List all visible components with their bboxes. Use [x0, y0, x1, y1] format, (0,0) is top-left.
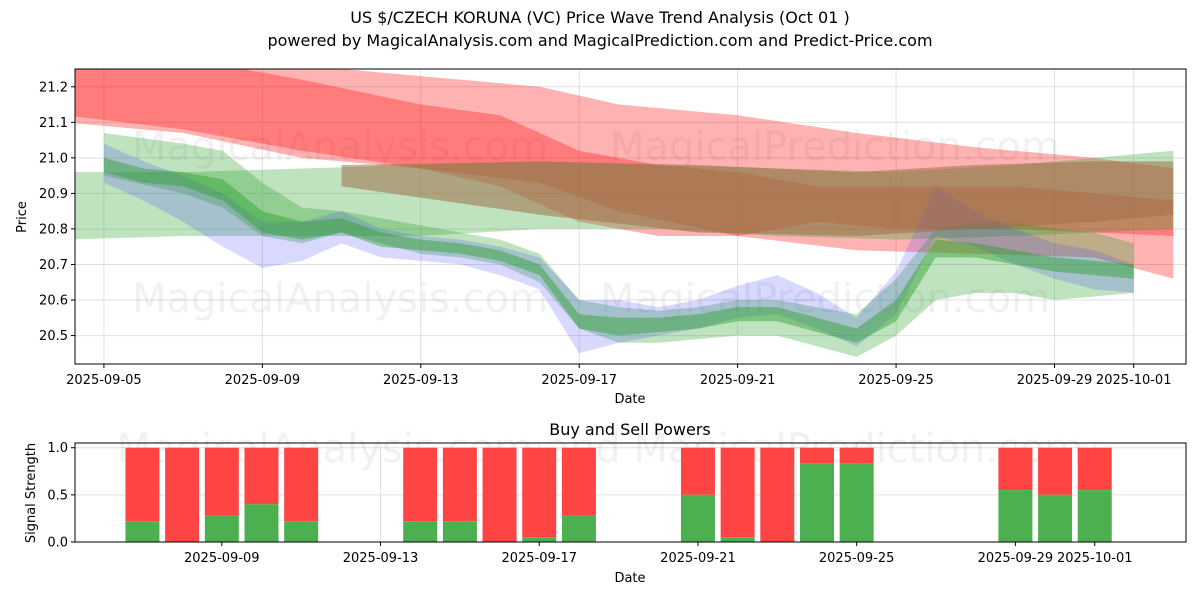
buy-bar [998, 490, 1033, 542]
price-xtick-label: 2025-09-17 [541, 373, 617, 388]
price-band-blue-band [103, 143, 1134, 354]
buy-bar [839, 463, 874, 542]
price-ytick-label: 21.2 [39, 80, 68, 95]
sell-bar [998, 447, 1033, 491]
sell-bar [165, 447, 200, 542]
sell-bar [522, 447, 557, 538]
signal-ylabel: Signal Strength [24, 443, 39, 543]
price-xtick-label: 2025-09-05 [66, 373, 142, 388]
sell-bar [1038, 447, 1073, 495]
sell-bar [561, 447, 596, 516]
price-watermarks: MagicalAnalysis.com MagicalPrediction.co… [132, 124, 1060, 322]
price-ytick-label: 21.1 [39, 116, 68, 131]
signal-ytick-label: 0.5 [47, 488, 68, 503]
price-ytick-label: 20.6 [39, 294, 68, 309]
sell-bar [125, 447, 160, 522]
price-ytick-label: 20.9 [39, 187, 68, 202]
signal-xlabel: Date [614, 571, 645, 586]
price-xtick-label: 2025-09-13 [383, 373, 459, 388]
price-ytick-label: 20.8 [39, 222, 68, 237]
price-band-green-band-main [103, 133, 1134, 357]
watermark-bottom-right: MagicalPrediction.com [600, 276, 1050, 322]
signal-bars [125, 447, 1112, 542]
price-plot-frame [74, 68, 1187, 365]
price-bands [75, 69, 1174, 357]
price-band-green-line-core [103, 157, 1134, 343]
buy-bar [442, 521, 477, 542]
buy-bar [1077, 490, 1112, 542]
buy-bar [799, 463, 834, 542]
price-xlabel: Date [614, 392, 645, 407]
buy-bar [1038, 494, 1073, 542]
buy-bar [204, 515, 239, 542]
signal-xtick-label: 2025-09-21 [660, 551, 736, 566]
sell-bar [799, 447, 834, 464]
buy-bar [284, 521, 319, 542]
chart-subtitle: powered by MagicalAnalysis.com and Magic… [267, 31, 933, 50]
price-xtick-label: 2025-09-09 [225, 373, 301, 388]
buy-bar [403, 521, 438, 542]
sell-bar [204, 447, 239, 516]
buy-bar [561, 515, 596, 542]
price-ylabel: Price [15, 201, 30, 233]
buy-bar [522, 537, 557, 542]
price-grid [75, 69, 1186, 364]
watermark-top-left: MagicalAnalysis.com [132, 124, 548, 170]
signal-xtick-label: 2025-09-09 [184, 551, 260, 566]
signal-ytick-label: 1.0 [47, 441, 68, 456]
signal-xtick-label: 2025-09-17 [501, 551, 577, 566]
price-axes: 20.5 20.6 20.7 20.8 20.9 21.0 21.1 21.2 2025-09-… [39, 80, 1171, 388]
signal-xtick-label: 2025-09-25 [819, 551, 895, 566]
signal-axes: 0.0 0.5 1.0 2025-09-09 2025-09-13 2025-09-17 2… [47, 441, 1132, 566]
price-xtick-label: 2025-09-29 [1017, 373, 1093, 388]
price-ytick-label: 20.7 [39, 258, 68, 273]
sell-bar [1077, 447, 1112, 491]
price-xtick-label: 2025-09-21 [700, 373, 776, 388]
watermark-top-right: MagicalPrediction.com [610, 124, 1060, 170]
signal-plot-frame [74, 442, 1187, 543]
sell-bar [680, 447, 715, 495]
signal-chart-title: Buy and Sell Powers [549, 420, 711, 439]
price-xtick-label: 2025-10-01 [1096, 373, 1172, 388]
sell-bar [482, 447, 517, 542]
buy-bar [244, 504, 279, 542]
sell-bar [244, 447, 279, 505]
sell-bar [760, 447, 795, 542]
signal-xtick-label: 2025-10-01 [1057, 551, 1133, 566]
sell-bar [442, 447, 477, 522]
sell-bar [720, 447, 755, 538]
price-ytick-label: 21.0 [39, 151, 68, 166]
signal-xtick-label: 2025-09-13 [343, 551, 419, 566]
signal-xtick-label: 2025-09-29 [978, 551, 1054, 566]
price-band-forecast-upper [341, 161, 1174, 236]
buy-bar [720, 537, 755, 542]
price-ytick-label: 20.5 [39, 329, 68, 344]
signal-ytick-label: 0.0 [47, 536, 68, 551]
watermark-bottom-left: MagicalAnalysis.com [132, 276, 548, 322]
buy-bar [680, 494, 715, 542]
buy-bar [125, 521, 160, 542]
sell-bar [284, 447, 319, 522]
sell-bar [839, 447, 874, 464]
sell-bar [403, 447, 438, 522]
chart-title: US $/CZECH KORUNA (VC) Price Wave Trend … [350, 8, 850, 27]
price-xtick-label: 2025-09-25 [858, 373, 934, 388]
